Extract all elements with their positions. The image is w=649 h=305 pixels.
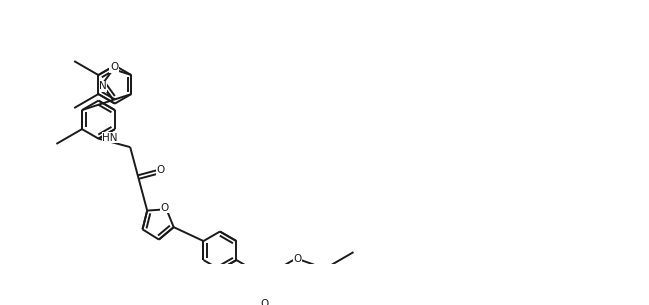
Text: N: N <box>99 81 107 91</box>
Text: HN: HN <box>103 133 117 143</box>
Text: O: O <box>293 254 302 264</box>
Text: O: O <box>157 165 165 175</box>
Text: O: O <box>110 62 118 72</box>
Text: O: O <box>261 299 269 305</box>
Text: O: O <box>160 203 169 213</box>
